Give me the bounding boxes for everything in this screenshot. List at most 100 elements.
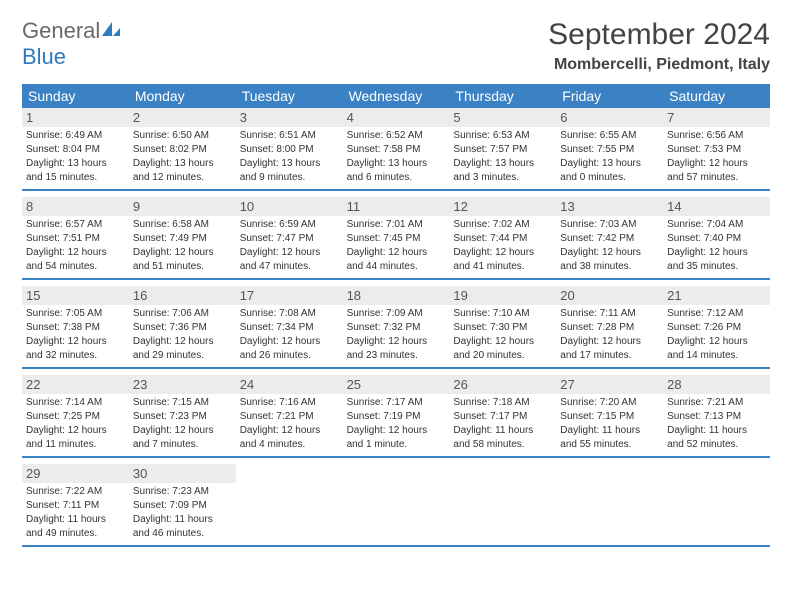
day-number: 8 (22, 197, 129, 216)
day-cell: 30Sunrise: 7:23 AMSunset: 7:09 PMDayligh… (129, 464, 236, 545)
day-number: 17 (236, 286, 343, 305)
day-number: 1 (22, 108, 129, 127)
day-d1: Daylight: 12 hours (240, 246, 339, 260)
weekday-fri: Friday (556, 84, 663, 108)
day-d2: and 29 minutes. (133, 349, 232, 363)
weekday-sun: Sunday (22, 84, 129, 108)
location: Mombercelli, Piedmont, Italy (548, 56, 770, 74)
day-d2: and 1 minute. (347, 438, 446, 452)
day-d1: Daylight: 13 hours (133, 157, 232, 171)
weekday-thu: Thursday (449, 84, 556, 108)
day-sr: Sunrise: 7:18 AM (453, 396, 552, 410)
empty-cell (556, 464, 663, 545)
day-sr: Sunrise: 6:56 AM (667, 129, 766, 143)
day-d2: and 54 minutes. (26, 260, 125, 274)
day-sr: Sunrise: 6:51 AM (240, 129, 339, 143)
day-sr: Sunrise: 7:05 AM (26, 307, 125, 321)
day-ss: Sunset: 7:13 PM (667, 410, 766, 424)
day-d1: Daylight: 13 hours (560, 157, 659, 171)
day-d2: and 12 minutes. (133, 171, 232, 185)
day-d1: Daylight: 11 hours (667, 424, 766, 438)
empty-cell (236, 464, 343, 545)
day-cell: 10Sunrise: 6:59 AMSunset: 7:47 PMDayligh… (236, 197, 343, 278)
day-number: 16 (129, 286, 236, 305)
weekday-header: Sunday Monday Tuesday Wednesday Thursday… (22, 84, 770, 108)
day-ss: Sunset: 7:42 PM (560, 232, 659, 246)
day-sr: Sunrise: 7:14 AM (26, 396, 125, 410)
day-sr: Sunrise: 6:57 AM (26, 218, 125, 232)
day-d2: and 17 minutes. (560, 349, 659, 363)
day-ss: Sunset: 7:38 PM (26, 321, 125, 335)
day-sr: Sunrise: 6:58 AM (133, 218, 232, 232)
title-block: September 2024 Mombercelli, Piedmont, It… (548, 18, 770, 80)
day-sr: Sunrise: 6:49 AM (26, 129, 125, 143)
day-d1: Daylight: 12 hours (560, 246, 659, 260)
day-cell: 27Sunrise: 7:20 AMSunset: 7:15 PMDayligh… (556, 375, 663, 456)
day-cell: 19Sunrise: 7:10 AMSunset: 7:30 PMDayligh… (449, 286, 556, 367)
day-d2: and 26 minutes. (240, 349, 339, 363)
day-d2: and 7 minutes. (133, 438, 232, 452)
day-ss: Sunset: 7:28 PM (560, 321, 659, 335)
day-number: 23 (129, 375, 236, 394)
day-d2: and 23 minutes. (347, 349, 446, 363)
day-d2: and 57 minutes. (667, 171, 766, 185)
sail-icon (100, 18, 122, 43)
day-d1: Daylight: 12 hours (347, 335, 446, 349)
day-cell: 21Sunrise: 7:12 AMSunset: 7:26 PMDayligh… (663, 286, 770, 367)
calendar-grid: 1 Sunrise: 6:49 AMSunset: 8:04 PM Daylight… (22, 108, 770, 547)
day-number: 20 (556, 286, 663, 305)
day-ss: Sunset: 7:32 PM (347, 321, 446, 335)
day-ss: Sunset: 7:23 PM (133, 410, 232, 424)
day-number: 25 (343, 375, 450, 394)
day-d1: Daylight: 12 hours (347, 424, 446, 438)
day-d2: and 51 minutes. (133, 260, 232, 274)
day-sr: Sunrise: 7:04 AM (667, 218, 766, 232)
day-number: 19 (449, 286, 556, 305)
brand-part2: Blue (22, 44, 66, 69)
day-sr: Sunrise: 7:17 AM (347, 396, 446, 410)
day-d2: and 15 minutes. (26, 171, 125, 185)
day-ss: Sunset: 8:02 PM (133, 143, 232, 157)
day-ss: Sunset: 7:11 PM (26, 499, 125, 513)
day-cell: 14Sunrise: 7:04 AMSunset: 7:40 PMDayligh… (663, 197, 770, 278)
day-d1: Daylight: 13 hours (240, 157, 339, 171)
empty-cell (449, 464, 556, 545)
empty-cell (663, 464, 770, 545)
day-cell: 1Sunrise: 6:49 AMSunset: 8:04 PMDaylight… (22, 108, 129, 189)
day-sr: Sunrise: 6:52 AM (347, 129, 446, 143)
day-ss: Sunset: 7:53 PM (667, 143, 766, 157)
day-ss: Sunset: 7:45 PM (347, 232, 446, 246)
day-d1: Daylight: 12 hours (133, 424, 232, 438)
day-ss: Sunset: 7:15 PM (560, 410, 659, 424)
day-ss: Sunset: 8:04 PM (26, 143, 125, 157)
day-cell: 26Sunrise: 7:18 AMSunset: 7:17 PMDayligh… (449, 375, 556, 456)
weekday-tue: Tuesday (236, 84, 343, 108)
day-sr: Sunrise: 7:12 AM (667, 307, 766, 321)
day-d1: Daylight: 13 hours (347, 157, 446, 171)
day-d1: Daylight: 12 hours (560, 335, 659, 349)
day-sr: Sunrise: 7:02 AM (453, 218, 552, 232)
day-number: 24 (236, 375, 343, 394)
day-sr: Sunrise: 7:11 AM (560, 307, 659, 321)
day-d1: Daylight: 12 hours (453, 246, 552, 260)
day-cell: 16Sunrise: 7:06 AMSunset: 7:36 PMDayligh… (129, 286, 236, 367)
day-d2: and 47 minutes. (240, 260, 339, 274)
day-d2: and 32 minutes. (26, 349, 125, 363)
day-d1: Daylight: 12 hours (667, 157, 766, 171)
weekday-mon: Monday (129, 84, 236, 108)
day-ss: Sunset: 7:51 PM (26, 232, 125, 246)
day-cell: 6Sunrise: 6:55 AMSunset: 7:55 PMDaylight… (556, 108, 663, 189)
day-number: 10 (236, 197, 343, 216)
day-cell: 2Sunrise: 6:50 AMSunset: 8:02 PMDaylight… (129, 108, 236, 189)
day-d1: Daylight: 12 hours (347, 246, 446, 260)
day-sr: Sunrise: 7:08 AM (240, 307, 339, 321)
day-cell: 22Sunrise: 7:14 AMSunset: 7:25 PMDayligh… (22, 375, 129, 456)
day-d1: Daylight: 12 hours (453, 335, 552, 349)
day-d1: Daylight: 12 hours (667, 335, 766, 349)
day-d2: and 11 minutes. (26, 438, 125, 452)
day-number: 22 (22, 375, 129, 394)
week-row: 29Sunrise: 7:22 AMSunset: 7:11 PMDayligh… (22, 464, 770, 547)
weekday-wed: Wednesday (343, 84, 450, 108)
day-d1: Daylight: 12 hours (133, 246, 232, 260)
day-d2: and 35 minutes. (667, 260, 766, 274)
